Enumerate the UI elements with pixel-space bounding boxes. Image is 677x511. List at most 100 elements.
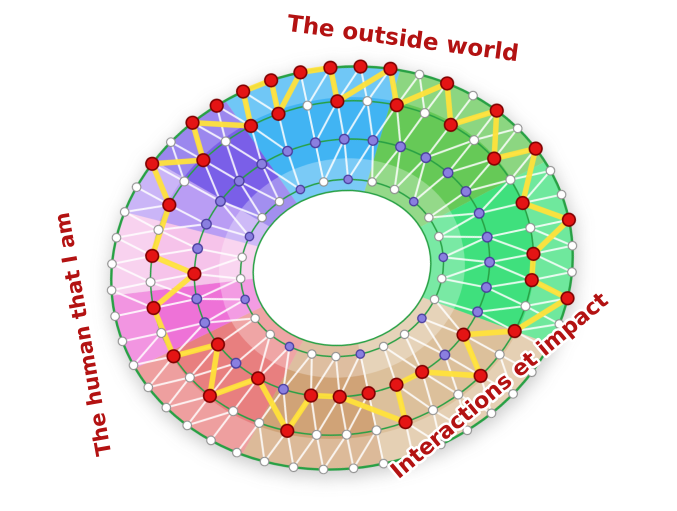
node[interactable] <box>156 327 167 339</box>
node[interactable] <box>436 439 446 450</box>
node[interactable] <box>277 383 289 395</box>
node[interactable] <box>362 96 373 107</box>
node[interactable] <box>259 456 270 467</box>
node[interactable] <box>209 98 224 113</box>
node[interactable] <box>232 447 242 458</box>
node[interactable] <box>556 189 567 200</box>
node[interactable] <box>256 158 268 170</box>
node[interactable] <box>383 61 398 76</box>
node[interactable] <box>128 360 139 371</box>
sector-1[interactable] <box>341 45 553 237</box>
node[interactable] <box>453 389 464 400</box>
node[interactable] <box>237 252 247 263</box>
node[interactable] <box>230 357 242 369</box>
node[interactable] <box>153 224 164 236</box>
node[interactable] <box>236 84 251 99</box>
node[interactable] <box>341 429 352 440</box>
node[interactable] <box>332 389 347 404</box>
node[interactable] <box>307 349 317 359</box>
node[interactable] <box>542 344 553 354</box>
node[interactable] <box>318 464 329 475</box>
node[interactable] <box>302 100 313 111</box>
node[interactable] <box>480 281 492 293</box>
node[interactable] <box>282 145 293 157</box>
node[interactable] <box>473 368 488 383</box>
node[interactable] <box>434 231 444 242</box>
node[interactable] <box>111 232 122 243</box>
node[interactable] <box>528 141 543 156</box>
node[interactable] <box>424 212 434 223</box>
node[interactable] <box>473 207 485 219</box>
node[interactable] <box>161 402 172 413</box>
node[interactable] <box>515 195 530 211</box>
node[interactable] <box>338 133 350 145</box>
node[interactable] <box>512 123 523 134</box>
node[interactable] <box>389 377 404 392</box>
node[interactable] <box>145 248 160 263</box>
node[interactable] <box>215 195 226 207</box>
node[interactable] <box>355 349 366 359</box>
node[interactable] <box>264 73 279 88</box>
node[interactable] <box>439 349 451 361</box>
node[interactable] <box>399 329 410 340</box>
node[interactable] <box>526 367 537 378</box>
node[interactable] <box>288 462 299 473</box>
node[interactable] <box>408 450 418 461</box>
node[interactable] <box>117 336 128 347</box>
node[interactable] <box>235 273 246 284</box>
node[interactable] <box>187 266 202 281</box>
node[interactable] <box>293 65 308 80</box>
node[interactable] <box>240 294 250 305</box>
node[interactable] <box>408 196 419 207</box>
node[interactable] <box>331 351 341 362</box>
sector-5[interactable] <box>128 300 324 473</box>
node[interactable] <box>309 137 321 149</box>
node[interactable] <box>185 115 200 130</box>
node[interactable] <box>389 98 404 113</box>
node[interactable] <box>202 388 217 403</box>
node[interactable] <box>166 137 176 147</box>
node[interactable] <box>228 406 239 417</box>
node[interactable] <box>145 277 156 288</box>
node[interactable] <box>254 417 265 429</box>
node[interactable] <box>525 222 536 234</box>
node[interactable] <box>353 59 368 74</box>
node[interactable] <box>484 256 496 268</box>
node[interactable] <box>284 341 295 352</box>
node[interactable] <box>398 415 413 430</box>
node[interactable] <box>440 76 455 91</box>
node[interactable] <box>567 267 577 277</box>
node[interactable] <box>196 153 211 168</box>
node[interactable] <box>378 458 389 469</box>
node[interactable] <box>443 117 458 132</box>
node[interactable] <box>166 349 181 364</box>
node[interactable] <box>460 186 472 197</box>
node[interactable] <box>220 136 231 147</box>
node[interactable] <box>414 69 425 80</box>
node[interactable] <box>323 60 338 75</box>
node[interactable] <box>567 240 578 251</box>
node[interactable] <box>520 301 531 312</box>
node[interactable] <box>415 364 430 380</box>
node[interactable] <box>437 273 447 284</box>
node[interactable] <box>311 429 322 440</box>
node[interactable] <box>468 90 478 101</box>
node[interactable] <box>561 212 577 227</box>
node[interactable] <box>429 294 440 305</box>
node[interactable] <box>330 94 345 109</box>
node[interactable] <box>179 176 190 187</box>
node[interactable] <box>419 108 430 119</box>
node[interactable] <box>524 273 539 288</box>
node[interactable] <box>526 246 541 261</box>
node[interactable] <box>361 386 376 401</box>
node[interactable] <box>303 388 319 403</box>
node[interactable] <box>257 212 267 223</box>
node[interactable] <box>184 372 195 383</box>
node[interactable] <box>494 349 505 360</box>
node[interactable] <box>233 175 245 187</box>
node[interactable] <box>318 177 329 187</box>
node[interactable] <box>107 259 117 269</box>
node[interactable] <box>389 184 400 195</box>
node[interactable] <box>243 118 259 134</box>
node[interactable] <box>200 218 212 230</box>
